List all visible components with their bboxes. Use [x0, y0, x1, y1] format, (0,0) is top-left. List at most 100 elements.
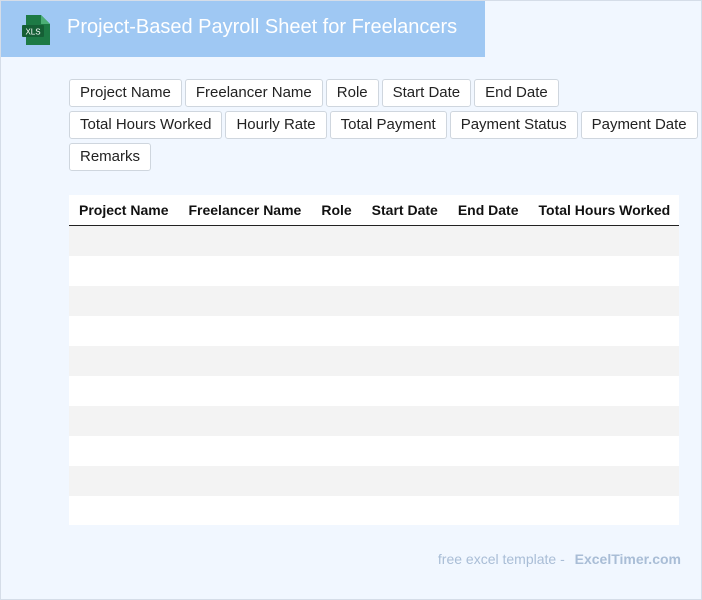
table-cell[interactable] — [361, 496, 448, 525]
table-cell[interactable] — [311, 316, 362, 346]
table-cell[interactable] — [178, 436, 312, 466]
table-cell[interactable] — [361, 376, 448, 406]
field-chip[interactable]: Freelancer Name — [184, 79, 323, 107]
table-cell[interactable] — [528, 436, 679, 466]
table-cell[interactable] — [361, 346, 448, 376]
table-cell[interactable] — [178, 496, 312, 525]
table-cell[interactable] — [447, 466, 529, 496]
table-cell[interactable] — [69, 346, 179, 376]
table-cell[interactable] — [69, 225, 179, 256]
column-header[interactable]: Role — [311, 195, 362, 226]
table-cell[interactable] — [447, 256, 529, 286]
table-cell[interactable] — [178, 346, 312, 376]
table-cell[interactable] — [447, 496, 529, 525]
field-chip[interactable]: Total Hours Worked — [69, 111, 223, 139]
table-cell[interactable] — [447, 436, 529, 466]
title-bar: XLS Project-Based Payroll Sheet for Free… — [1, 1, 485, 57]
table-cell[interactable] — [178, 376, 312, 406]
table-row — [69, 225, 679, 256]
column-header[interactable]: Start Date — [361, 195, 448, 226]
table-cell[interactable] — [361, 286, 448, 316]
table-cell[interactable] — [178, 316, 312, 346]
excel-file-icon: XLS — [22, 15, 50, 45]
table-cell[interactable] — [447, 286, 529, 316]
table-cell[interactable] — [311, 466, 362, 496]
table-cell[interactable] — [69, 436, 179, 466]
field-chip[interactable]: Start Date — [381, 79, 472, 107]
table-cell[interactable] — [178, 286, 312, 316]
table-cell[interactable] — [178, 466, 312, 496]
page-title: Project-Based Payroll Sheet for Freelanc… — [67, 16, 458, 38]
table-cell[interactable] — [178, 406, 312, 436]
table-cell[interactable] — [361, 225, 448, 256]
table-cell[interactable] — [447, 346, 529, 376]
table-row — [69, 346, 679, 376]
field-chip[interactable]: Payment Status — [449, 111, 578, 139]
table-cell[interactable] — [311, 376, 362, 406]
table-cell[interactable] — [178, 256, 312, 286]
column-header[interactable]: Total Hours Worked — [528, 195, 679, 226]
table-cell[interactable] — [311, 496, 362, 525]
table-cell[interactable] — [69, 496, 179, 525]
table-cell[interactable] — [69, 406, 179, 436]
footer: free excel template - ExcelTimer.com — [438, 551, 681, 567]
table-cell[interactable] — [311, 256, 362, 286]
table-row — [69, 406, 679, 436]
footer-text: free excel template - — [437, 551, 565, 567]
column-header[interactable]: Freelancer Name — [178, 195, 312, 226]
table-cell[interactable] — [361, 406, 448, 436]
table-cell[interactable] — [528, 466, 679, 496]
field-chip[interactable]: Role — [325, 79, 379, 107]
table-row — [69, 466, 679, 496]
table-cell[interactable] — [311, 225, 362, 256]
table-row — [69, 316, 679, 346]
table-cell[interactable] — [528, 346, 679, 376]
table-row — [69, 286, 679, 316]
table-cell[interactable] — [447, 225, 529, 256]
table-cell[interactable] — [447, 316, 529, 346]
table-cell[interactable] — [361, 316, 448, 346]
table-header-row: Project Name Freelancer Name Role Start Dat… — [69, 195, 679, 226]
table-cell[interactable] — [311, 346, 362, 376]
table-cell[interactable] — [69, 376, 179, 406]
table-cell[interactable] — [528, 316, 679, 346]
table-cell[interactable] — [69, 256, 179, 286]
field-chip[interactable]: Remarks — [69, 143, 152, 171]
payroll-table-container[interactable]: Project Name Freelancer Name Role Start Dat… — [69, 195, 679, 525]
field-chip[interactable]: Hourly Rate — [225, 111, 327, 139]
table-cell[interactable] — [361, 256, 448, 286]
table-cell[interactable] — [528, 256, 679, 286]
table-cell[interactable] — [311, 286, 362, 316]
table-cell[interactable] — [361, 466, 448, 496]
table-cell[interactable] — [69, 286, 179, 316]
table-cell[interactable] — [447, 406, 529, 436]
field-chip[interactable]: Project Name — [69, 79, 182, 107]
table-cell[interactable] — [528, 286, 679, 316]
field-chip[interactable]: Total Payment — [329, 111, 447, 139]
payroll-table: Project Name Freelancer Name Role Start Dat… — [69, 195, 679, 525]
table-cell[interactable] — [69, 466, 179, 496]
table-header: Project Name Freelancer Name Role Start Dat… — [69, 195, 679, 226]
file-icon-label: XLS — [25, 28, 40, 37]
table-cell[interactable] — [528, 376, 679, 406]
table-row — [69, 376, 679, 406]
footer-brand-link[interactable]: ExcelTimer.com — [574, 551, 681, 567]
table-cell[interactable] — [311, 406, 362, 436]
column-header[interactable]: End Date — [447, 195, 529, 226]
field-chip[interactable]: Payment Date — [580, 111, 698, 139]
table-cell[interactable] — [361, 436, 448, 466]
table-cell[interactable] — [311, 436, 362, 466]
table-cell[interactable] — [69, 316, 179, 346]
field-chip-list: Project Name Freelancer Name Role Start Dat… — [69, 79, 699, 171]
table-cell[interactable] — [528, 496, 679, 525]
table-cell[interactable] — [528, 225, 679, 256]
table-cell[interactable] — [178, 225, 312, 256]
table-cell[interactable] — [447, 376, 529, 406]
field-chip[interactable]: End Date — [474, 79, 559, 107]
table-row — [69, 496, 679, 525]
table-row — [69, 256, 679, 286]
column-header[interactable]: Project Name — [69, 195, 179, 226]
table-cell[interactable] — [528, 406, 679, 436]
table-body — [69, 225, 679, 525]
